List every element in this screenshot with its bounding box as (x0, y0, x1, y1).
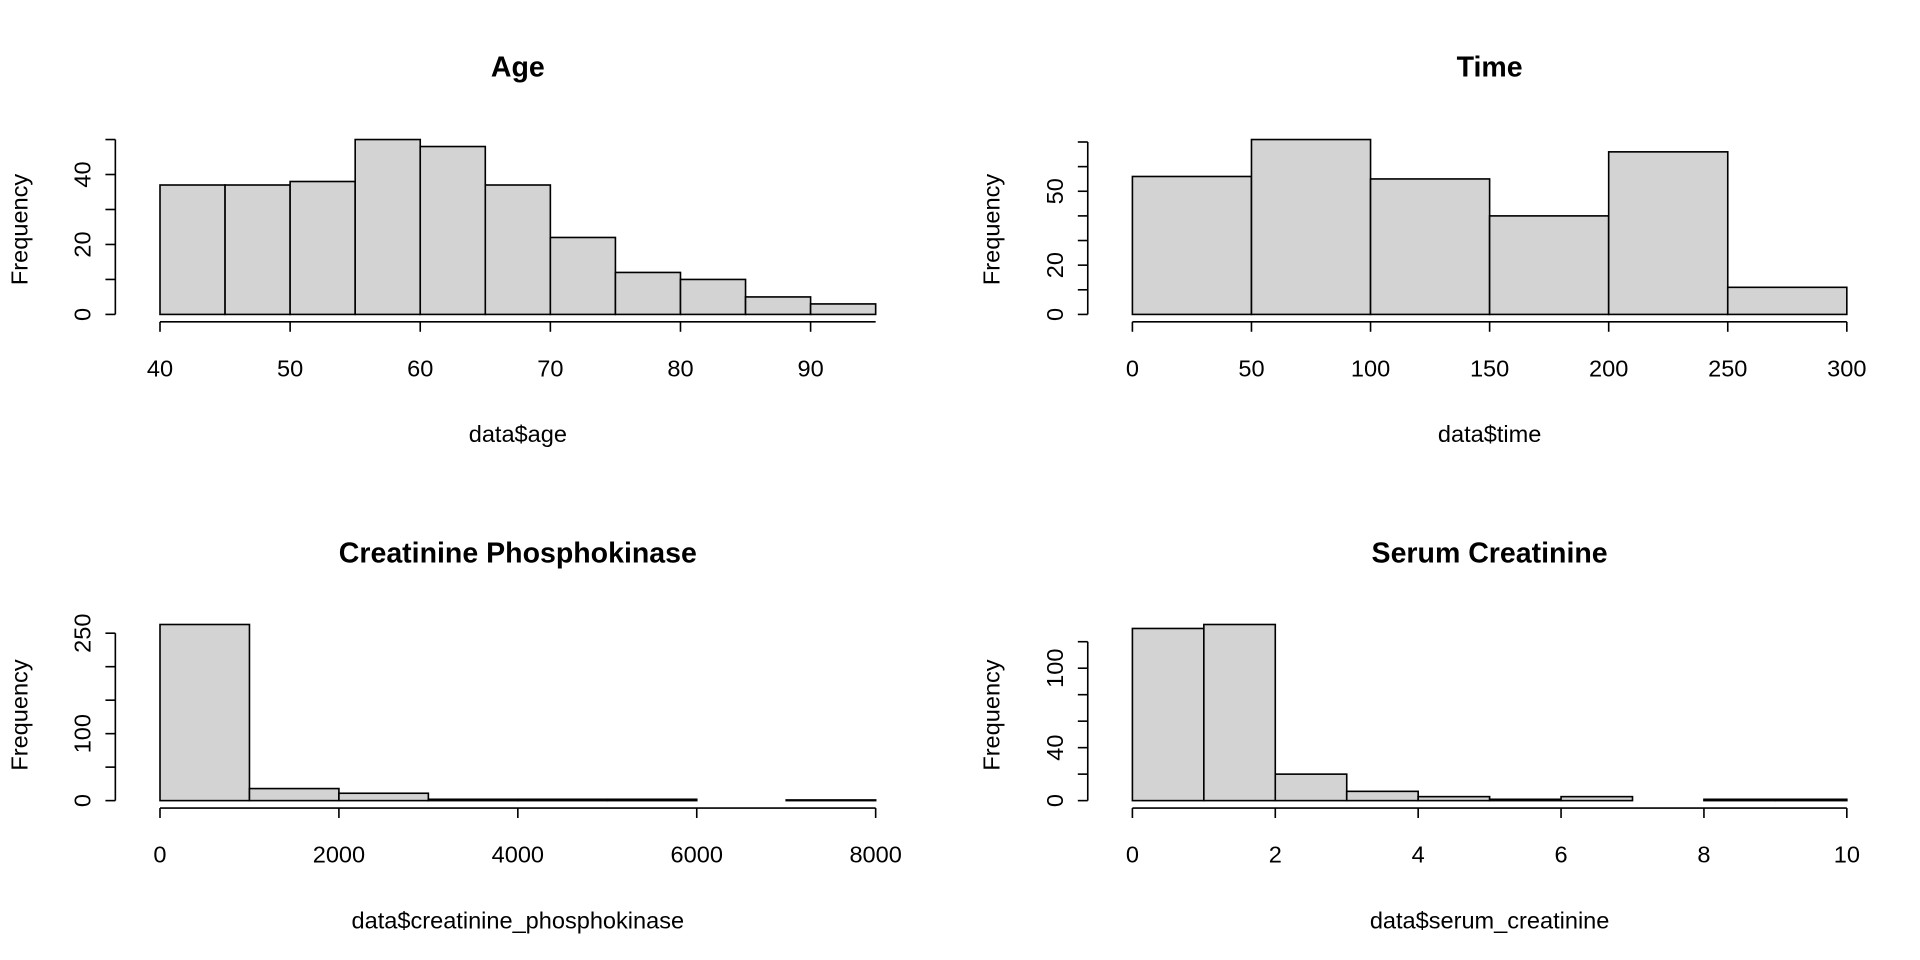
y-axis-label: Frequency (979, 659, 1005, 770)
x-tick-label: 2 (1269, 842, 1282, 868)
histogram-bar (354, 138, 422, 316)
histogram-bar (484, 184, 552, 316)
y-tick-label: 250 (70, 614, 96, 653)
histogram-bar (248, 787, 340, 802)
histogram-bar (1131, 627, 1205, 802)
chart-title: Age (491, 51, 545, 83)
histogram-bar (1417, 795, 1491, 802)
histogram-bar (744, 296, 812, 316)
x-tick-label: 4000 (492, 842, 544, 868)
chart-title: Serum Creatinine (1372, 538, 1608, 570)
y-tick-label: 0 (70, 794, 96, 807)
histogram-bar (1607, 151, 1729, 316)
x-axis-label: data$time (1438, 421, 1541, 447)
x-tick-label: 8 (1697, 842, 1710, 868)
x-axis-label: data$serum_creatinine (1370, 907, 1610, 933)
histogram-bar (1250, 138, 1372, 316)
histogram-bar (785, 799, 877, 802)
x-tick-label: 6000 (671, 842, 723, 868)
x-tick-label: 0 (153, 842, 166, 868)
x-tick-label: 2000 (313, 842, 365, 868)
histogram-bar (1131, 175, 1253, 316)
x-axis-label: data$creatinine_phosphokinase (352, 907, 685, 933)
y-axis-label: Frequency (6, 659, 32, 770)
histogram-bar (614, 271, 682, 316)
x-tick-label: 6 (1554, 842, 1567, 868)
y-tick-label: 40 (70, 161, 96, 187)
histogram-bar (419, 145, 487, 316)
histogram-bar (159, 623, 251, 802)
y-tick-label: 0 (1042, 794, 1068, 807)
histogram-bar (606, 798, 698, 802)
x-tick-label: 0 (1126, 355, 1139, 381)
histogram-bar (679, 278, 747, 316)
y-tick-label: 100 (1042, 649, 1068, 688)
chart-title: Creatinine Phosphokinase (339, 538, 697, 570)
y-tick-label: 40 (1042, 735, 1068, 761)
histogram-bar (427, 798, 519, 802)
y-axis-label: Frequency (979, 174, 1005, 285)
x-tick-label: 50 (277, 355, 303, 381)
histogram-bar (1774, 798, 1848, 802)
x-tick-label: 8000 (849, 842, 901, 868)
histogram-bar (1488, 215, 1610, 316)
x-tick-label: 90 (797, 355, 823, 381)
x-tick-label: 250 (1708, 355, 1747, 381)
x-tick-label: 100 (1351, 355, 1390, 381)
histogram-bar (338, 792, 430, 802)
histogram-bar (224, 184, 291, 316)
y-tick-label: 0 (70, 308, 96, 321)
x-tick-label: 70 (537, 355, 563, 381)
histogram-bar (517, 798, 609, 802)
histogram-bar (289, 180, 356, 316)
x-tick-label: 4 (1412, 842, 1425, 868)
x-axis-label: data$age (469, 421, 567, 447)
x-tick-label: 150 (1470, 355, 1509, 381)
histogram-bar (549, 236, 617, 316)
histogram-bar (1369, 178, 1491, 316)
y-tick-label: 50 (1042, 178, 1068, 204)
histogram-bar (1203, 623, 1277, 802)
x-tick-label: 200 (1589, 355, 1628, 381)
x-tick-label: 300 (1827, 355, 1866, 381)
histogram-bar (1345, 790, 1419, 802)
x-tick-label: 0 (1126, 842, 1139, 868)
x-tick-label: 40 (147, 355, 173, 381)
histogram-bar (1703, 798, 1777, 802)
x-tick-label: 80 (667, 355, 693, 381)
y-tick-label: 20 (70, 231, 96, 257)
histogram-bar (159, 184, 226, 316)
histogram-bar (1560, 795, 1634, 802)
x-tick-label: 10 (1834, 842, 1860, 868)
x-tick-label: 50 (1238, 355, 1264, 381)
y-tick-label: 0 (1042, 308, 1068, 321)
y-axis-label: Frequency (6, 174, 32, 285)
chart-title: Time (1457, 51, 1523, 83)
histogram-bar (809, 303, 877, 316)
histogram-bar (1488, 798, 1562, 802)
y-tick-label: 100 (70, 714, 96, 753)
y-tick-label: 20 (1042, 252, 1068, 278)
histogram-bar (1726, 286, 1848, 316)
histogram-bar (1274, 773, 1348, 802)
x-tick-label: 60 (407, 355, 433, 381)
